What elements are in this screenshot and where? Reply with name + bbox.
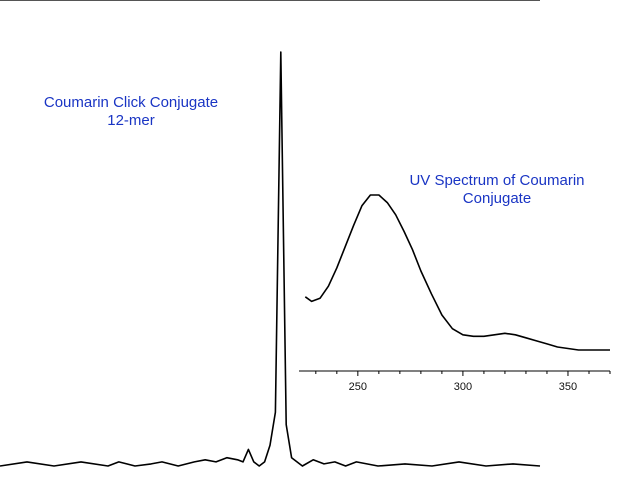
uv-spectrum-title: UV Spectrum of Coumarin Conjugate (372, 172, 620, 208)
uv-title-line-2: Conjugate (462, 190, 532, 207)
uv-title-line-1: UV Spectrum of Coumarin (409, 172, 585, 189)
uv-x-tick-label: 300 (454, 381, 472, 393)
chromatogram-title: Coumarin Click Conjugate 12-mer (0, 94, 262, 130)
chromatogram-title-line-2: 12-mer (107, 112, 155, 129)
uv-spectrum-trace (304, 194, 610, 351)
uv-spectrum-plot: 250 300 350 (299, 194, 611, 393)
chromatogram-plot (0, 51, 541, 467)
uv-x-tick-label: 350 (559, 381, 577, 393)
uv-x-tick-label: 250 (349, 381, 367, 393)
chromatogram-trace (0, 51, 541, 467)
chromatogram-title-line-1: Coumarin Click Conjugate (43, 94, 219, 111)
